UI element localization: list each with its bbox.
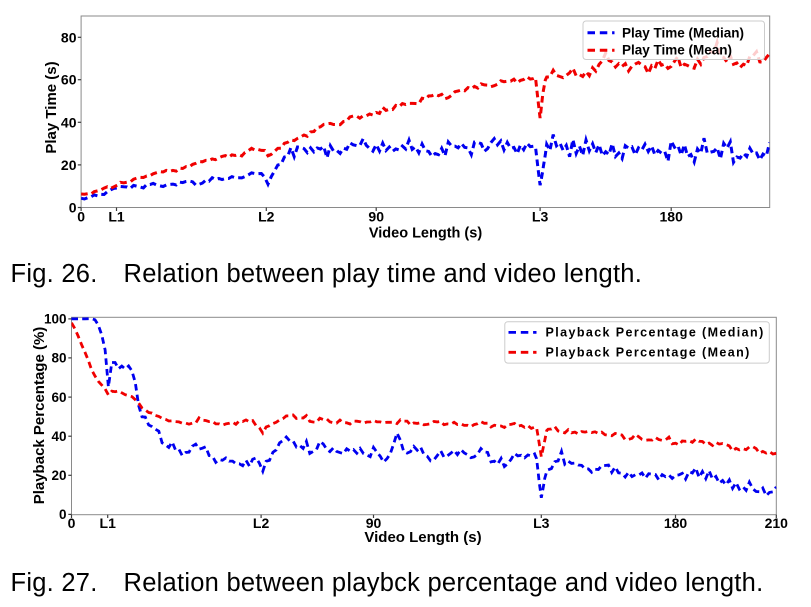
- svg-text:L3: L3: [533, 515, 550, 531]
- svg-text:Play Time (s): Play Time (s): [43, 61, 60, 153]
- svg-text:90: 90: [366, 515, 382, 531]
- svg-text:L1: L1: [100, 515, 117, 531]
- svg-text:0: 0: [77, 209, 85, 225]
- svg-text:210: 210: [765, 515, 789, 531]
- svg-text:0: 0: [59, 507, 67, 522]
- svg-text:20: 20: [61, 157, 77, 173]
- svg-text:100: 100: [44, 312, 67, 327]
- svg-text:60: 60: [61, 72, 77, 88]
- svg-text:Playback Percentage (Mean): Playback Percentage (Mean): [546, 346, 751, 360]
- svg-text:L2: L2: [258, 209, 275, 225]
- svg-text:80: 80: [61, 29, 77, 45]
- svg-text:180: 180: [664, 515, 688, 531]
- svg-text:40: 40: [61, 114, 77, 130]
- svg-text:20: 20: [51, 468, 66, 483]
- svg-text:Video Length (s): Video Length (s): [364, 529, 481, 546]
- svg-text:L2: L2: [253, 515, 270, 531]
- svg-text:0: 0: [68, 515, 76, 531]
- svg-text:L3: L3: [532, 209, 549, 225]
- svg-text:L1: L1: [108, 209, 125, 225]
- svg-text:80: 80: [51, 351, 66, 366]
- svg-text:180: 180: [660, 209, 684, 225]
- svg-text:40: 40: [51, 429, 66, 444]
- svg-text:Playback Percentage (Median): Playback Percentage (Median): [546, 326, 765, 340]
- svg-text:Playback Percentage (%): Playback Percentage (%): [31, 327, 48, 505]
- svg-text:90: 90: [368, 209, 384, 225]
- svg-text:Video Length (s): Video Length (s): [369, 226, 482, 242]
- svg-text:0: 0: [69, 200, 77, 216]
- svg-text:Play Time (Mean): Play Time (Mean): [622, 43, 732, 58]
- svg-text:60: 60: [51, 390, 66, 405]
- svg-text:Play Time (Median): Play Time (Median): [622, 25, 744, 40]
